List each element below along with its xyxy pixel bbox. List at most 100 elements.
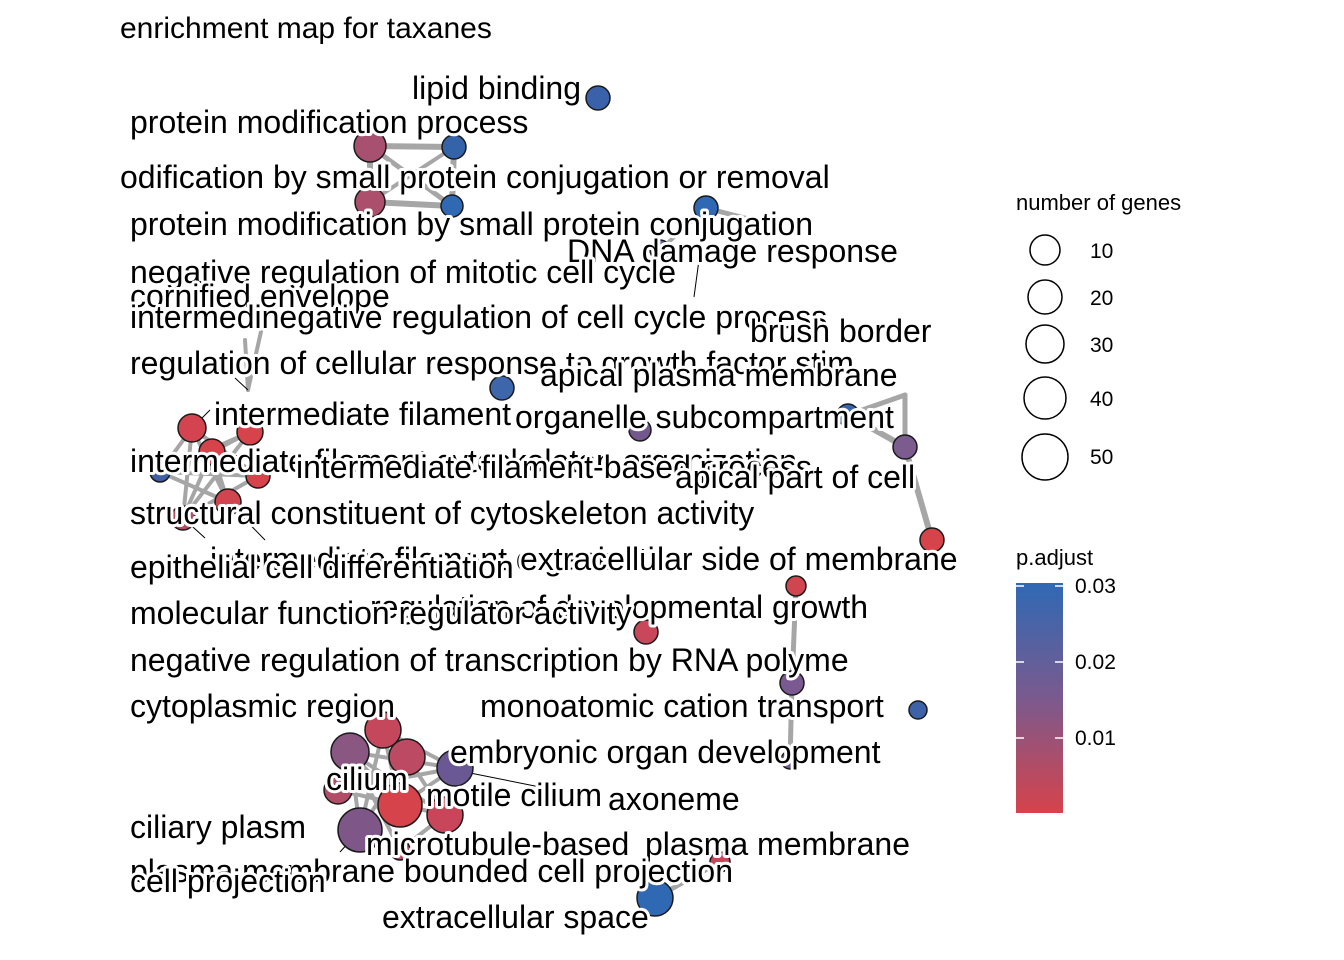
node-label: regulation of cellular response to growt… [130, 345, 854, 381]
node-label: protein modification by small protein co… [130, 206, 813, 242]
node-label: brush border [750, 313, 932, 349]
node[interactable] [436, 749, 474, 787]
edge [246, 298, 270, 392]
size-legend-title: number of genes [1016, 190, 1181, 215]
node-label: odification by small protein conjugation… [120, 159, 830, 195]
size-legend-circle [1027, 279, 1063, 315]
node[interactable] [330, 732, 370, 772]
size-legend-circle [1025, 324, 1065, 364]
node[interactable] [628, 418, 652, 442]
node[interactable] [585, 85, 611, 111]
node[interactable] [236, 418, 264, 446]
node[interactable] [337, 807, 383, 853]
color-legend-bar [1016, 583, 1063, 813]
node[interactable] [170, 505, 196, 531]
node-label: cornified envelope [130, 278, 390, 314]
node[interactable] [633, 619, 659, 645]
node[interactable] [214, 488, 242, 516]
color-legend-label: 0.03 [1075, 575, 1116, 598]
node-label: ciliary plasm [130, 809, 306, 845]
node-label: negative regulation of transcription by … [130, 642, 849, 678]
node[interactable] [323, 775, 353, 805]
node-label: structural constituent of cytoskeleton a… [130, 495, 754, 531]
edge [336, 766, 457, 792]
node[interactable] [389, 839, 411, 861]
node-label: intermedinegative regulation of cell cyc… [130, 299, 827, 335]
node-label: intermediate filament cytoskeleton organ… [130, 443, 797, 479]
node-label: intermediate filament-based process [296, 449, 812, 485]
node[interactable] [892, 434, 918, 460]
node-label: microtubule-based [366, 826, 629, 862]
size-legend-label: 50 [1090, 446, 1113, 469]
node[interactable] [780, 750, 800, 770]
node[interactable] [779, 670, 805, 696]
leader-line [693, 207, 707, 298]
size-legend-label: 40 [1090, 388, 1113, 411]
plot-title: enrichment map for taxanes [120, 12, 492, 45]
size-legend-label: 10 [1090, 240, 1113, 263]
node[interactable] [377, 782, 423, 828]
node-label: protein modification process [130, 104, 528, 140]
node[interactable] [353, 129, 387, 163]
node[interactable] [426, 796, 464, 834]
node[interactable] [908, 700, 928, 720]
node-labels: lipid binding protein modification proce… [117, 67, 961, 938]
node-label: lipid binding [412, 70, 581, 106]
node-label: monoatomic cation transport [480, 688, 884, 724]
color-legend-title: p.adjust [1016, 545, 1093, 570]
size-legend-circle [1029, 234, 1061, 266]
edge [902, 444, 935, 543]
node-label: negative regulation of mitotic cell cycl… [130, 254, 676, 290]
node[interactable] [440, 194, 464, 218]
edge [787, 680, 795, 763]
node[interactable] [149, 461, 171, 483]
edge [789, 583, 799, 686]
node[interactable] [489, 375, 515, 401]
network-nodes [149, 85, 945, 917]
node-label: plasma membrane bounded cell projection [130, 853, 733, 889]
node-label: extracellular side of membrane [520, 541, 958, 577]
edge [158, 470, 260, 478]
node[interactable] [649, 239, 671, 261]
edge [368, 145, 456, 204]
node[interactable] [245, 463, 271, 489]
size-legend-label: 30 [1090, 334, 1113, 357]
size-legend: number of genes 10 20 30 40 50 [1016, 190, 1181, 481]
node[interactable] [441, 134, 467, 160]
node-label: cilium [326, 761, 408, 797]
node[interactable] [354, 186, 386, 218]
node-label: apical plasma membrane [540, 357, 898, 393]
node-label: axoneme [608, 781, 740, 817]
node-label: apical part of cell [675, 459, 915, 495]
node[interactable] [636, 879, 674, 917]
node-label: plasma membrane [645, 826, 910, 862]
node[interactable] [177, 413, 207, 443]
node[interactable] [836, 403, 860, 427]
leader-line [267, 299, 291, 326]
node-label: DNA damage response [567, 233, 898, 269]
node-label: intermediate filament organization [210, 541, 690, 577]
size-legend-circle [1023, 376, 1067, 420]
node[interactable] [709, 851, 731, 873]
leader-line [211, 451, 301, 466]
color-legend-label: 0.02 [1075, 651, 1116, 674]
node-label: regulation of developmental growth [370, 589, 868, 625]
node[interactable] [919, 527, 945, 553]
node-label: intermediate filament [214, 396, 511, 432]
leader-line [234, 377, 249, 391]
node[interactable] [785, 575, 807, 597]
node-label: cytoplasmic region [130, 688, 395, 724]
node-label: molecular function regulator activity [130, 595, 632, 631]
node[interactable] [388, 738, 426, 776]
node[interactable] [693, 195, 719, 221]
node[interactable] [364, 711, 402, 749]
node[interactable] [198, 438, 226, 466]
edge [243, 338, 250, 392]
node-label: organelle subcompartment [515, 399, 894, 435]
node-label: embryonic organ development [450, 734, 881, 770]
size-legend-label: 20 [1090, 287, 1113, 310]
color-legend-label: 0.01 [1075, 727, 1116, 750]
node-label: motile cilium [426, 777, 602, 813]
edge [181, 430, 252, 520]
